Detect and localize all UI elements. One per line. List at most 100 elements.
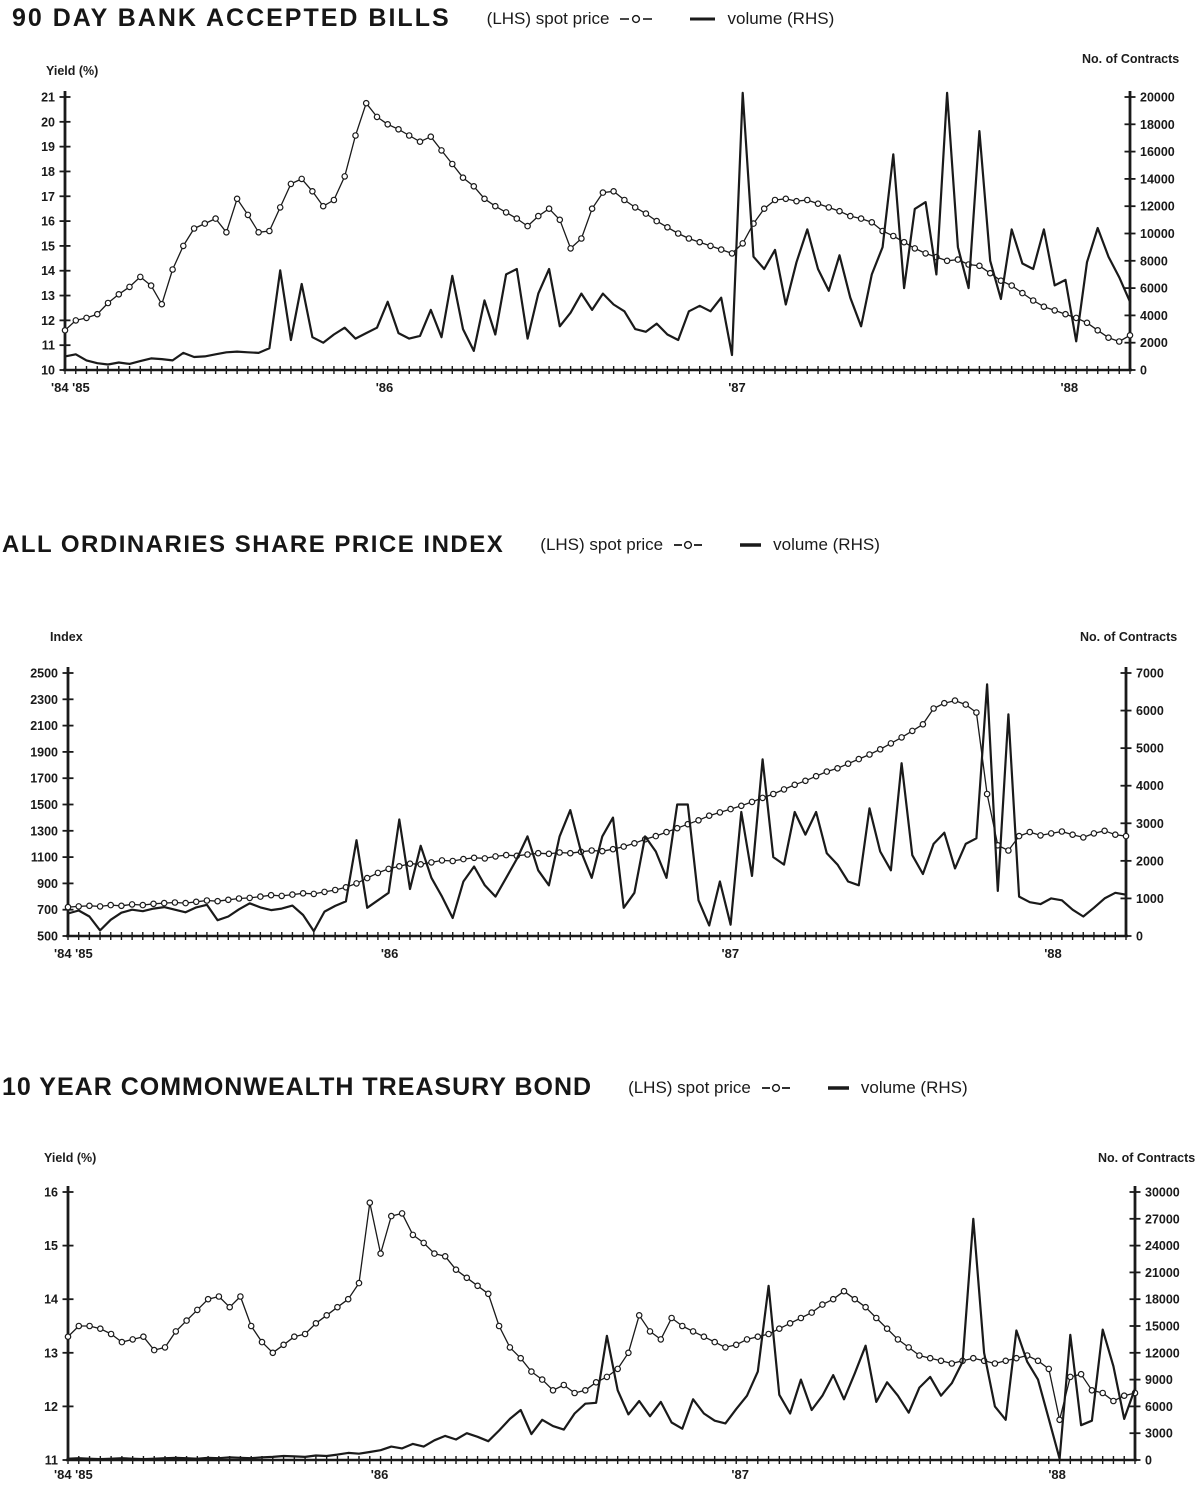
svg-text:'88: '88: [1061, 380, 1079, 395]
svg-text:'84 '85: '84 '85: [54, 1467, 93, 1482]
left-axis-unit-label: Yield (%): [44, 1151, 97, 1165]
svg-text:2000: 2000: [1140, 336, 1168, 350]
volume-marker-icon: [827, 1085, 849, 1090]
svg-text:3000: 3000: [1136, 817, 1164, 831]
svg-text:6000: 6000: [1140, 282, 1168, 296]
left-axis-unit-label: Yield (%): [46, 64, 99, 78]
svg-text:'84 '85: '84 '85: [51, 380, 90, 395]
svg-text:2000: 2000: [1136, 854, 1164, 868]
svg-text:20: 20: [41, 115, 55, 129]
svg-text:2500: 2500: [30, 667, 58, 681]
chart-header: 10 YEAR COMMONWEALTH TREASURY BOND (LHS)…: [2, 1073, 968, 1102]
svg-text:15: 15: [44, 1239, 58, 1253]
svg-text:500: 500: [37, 930, 58, 944]
svg-text:2300: 2300: [30, 693, 58, 707]
left-axis-unit-label: Index: [50, 630, 83, 644]
svg-text:'88: '88: [1044, 946, 1062, 961]
svg-text:1700: 1700: [30, 772, 58, 786]
svg-text:16: 16: [44, 1186, 58, 1200]
svg-text:17: 17: [41, 190, 55, 204]
svg-text:30000: 30000: [1145, 1186, 1180, 1200]
legend: (LHS) spot price volume (RHS): [487, 9, 835, 29]
svg-text:'86: '86: [376, 380, 394, 395]
legend: (LHS) spot price volume (RHS): [540, 535, 880, 555]
svg-text:0: 0: [1145, 1454, 1152, 1468]
svg-text:10: 10: [41, 364, 55, 378]
svg-text:'87: '87: [728, 380, 746, 395]
legend-volume-label: volume (RHS): [773, 535, 880, 554]
volume-marker-icon: [740, 543, 762, 547]
svg-text:15000: 15000: [1145, 1320, 1180, 1334]
legend-volume-label: volume (RHS): [860, 1077, 968, 1097]
svg-text:18000: 18000: [1145, 1293, 1180, 1307]
spot-price-marker-icon: [620, 14, 653, 23]
svg-text:18000: 18000: [1140, 118, 1175, 132]
chart-plot-bank-bills: 10 11 12 13 14 15 16 17 18 19 20 21 0 2000 4000 6000 800…: [41, 91, 1175, 396]
svg-text:2100: 2100: [30, 719, 58, 733]
svg-text:14000: 14000: [1140, 172, 1175, 186]
chart-title: ALL ORDINARIES SHARE PRICE INDEX: [2, 531, 505, 558]
svg-text:'88: '88: [1048, 1467, 1066, 1482]
chart-title: 10 YEAR COMMONWEALTH TREASURY BOND: [2, 1073, 593, 1101]
svg-text:18: 18: [41, 165, 55, 179]
chart-plot-treasury-bond: 11 12 13 14 15 16 0 3000 6000 9000 12000 15000 18000…: [44, 1186, 1180, 1483]
svg-text:'84 '85: '84 '85: [54, 946, 93, 961]
svg-text:5000: 5000: [1136, 742, 1164, 756]
svg-text:3000: 3000: [1145, 1427, 1173, 1441]
svg-text:24000: 24000: [1145, 1239, 1180, 1253]
svg-text:1000: 1000: [1136, 892, 1164, 906]
right-axis-unit-label: No. of Contracts: [1082, 52, 1180, 66]
svg-text:11: 11: [42, 339, 55, 353]
svg-text:21: 21: [41, 91, 55, 105]
svg-text:21000: 21000: [1145, 1266, 1180, 1280]
right-axis-unit-label: No. of Contracts: [1080, 630, 1178, 644]
svg-text:11: 11: [45, 1454, 58, 1468]
svg-text:1900: 1900: [30, 745, 58, 759]
svg-text:4000: 4000: [1140, 309, 1168, 323]
legend: (LHS) spot price volume (RHS): [628, 1078, 968, 1098]
svg-text:14: 14: [44, 1293, 58, 1307]
svg-text:16000: 16000: [1140, 145, 1175, 159]
svg-text:15: 15: [41, 239, 55, 253]
svg-text:27000: 27000: [1145, 1212, 1180, 1226]
svg-text:1300: 1300: [30, 824, 58, 838]
svg-text:8000: 8000: [1140, 254, 1168, 268]
svg-text:20000: 20000: [1140, 91, 1175, 105]
svg-text:7000: 7000: [1136, 667, 1164, 681]
chart-plot-all-ordinaries: 500 700 900 1100 1300 1500 1700 1900 2100 2300 250…: [30, 667, 1164, 962]
svg-text:16: 16: [41, 215, 55, 229]
spot-price-marker-icon: [761, 1083, 790, 1092]
svg-text:700: 700: [37, 903, 58, 917]
svg-text:'86: '86: [371, 1467, 389, 1482]
svg-text:9000: 9000: [1145, 1373, 1173, 1387]
svg-text:1100: 1100: [31, 851, 58, 865]
svg-text:0: 0: [1136, 930, 1143, 944]
svg-text:6000: 6000: [1136, 704, 1164, 718]
svg-text:900: 900: [37, 877, 58, 891]
svg-text:14: 14: [41, 264, 55, 278]
svg-text:0: 0: [1140, 364, 1147, 378]
svg-text:12: 12: [44, 1400, 58, 1414]
svg-text:12: 12: [41, 314, 55, 328]
legend-spot-price-label: (LHS) spot price: [486, 8, 610, 28]
chart-header: 90 DAY BANK ACCEPTED BILLS (LHS) spot pr…: [12, 4, 834, 33]
chart-header: ALL ORDINARIES SHARE PRICE INDEX (LHS) s…: [2, 531, 880, 559]
svg-text:6000: 6000: [1145, 1400, 1173, 1414]
svg-text:'86: '86: [381, 946, 399, 961]
svg-text:'87: '87: [731, 1467, 749, 1482]
volume-marker-icon: [690, 17, 716, 20]
svg-text:4000: 4000: [1136, 779, 1164, 793]
svg-text:1500: 1500: [30, 798, 58, 812]
spot-price-marker-icon: [674, 540, 703, 550]
svg-text:19: 19: [41, 140, 55, 154]
legend-spot-price-label: (LHS) spot price: [540, 535, 664, 554]
svg-text:'87: '87: [722, 946, 740, 961]
svg-text:12000: 12000: [1140, 200, 1175, 214]
legend-volume-label: volume (RHS): [727, 8, 835, 28]
svg-text:12000: 12000: [1145, 1346, 1180, 1360]
svg-text:13: 13: [44, 1346, 58, 1360]
chart-title: 90 DAY BANK ACCEPTED BILLS: [12, 4, 451, 32]
svg-text:10000: 10000: [1140, 227, 1175, 241]
legend-spot-price-label: (LHS) spot price: [628, 1077, 751, 1097]
